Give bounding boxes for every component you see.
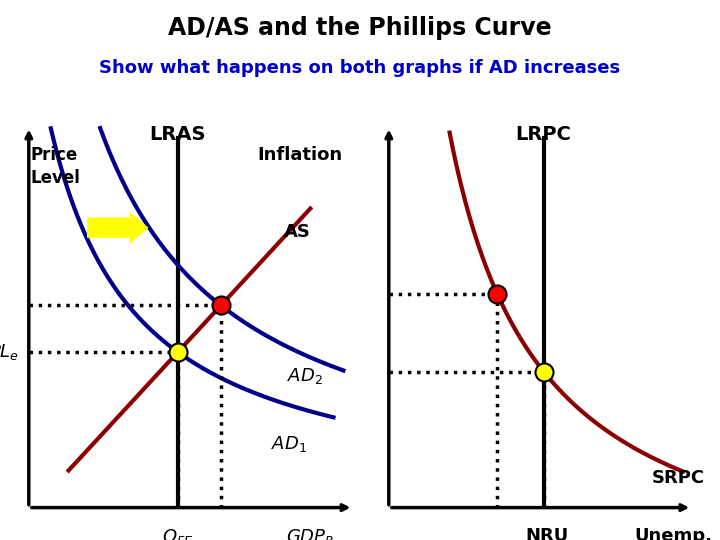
Text: $AD_1$: $AD_1$	[271, 434, 307, 454]
Text: $AD_2$: $AD_2$	[287, 366, 323, 386]
Text: SRPC: SRPC	[652, 469, 705, 487]
Text: AS: AS	[284, 222, 311, 240]
Text: LRPC: LRPC	[516, 125, 572, 144]
Text: Inflation: Inflation	[258, 146, 343, 164]
Text: $Q_{FE}$: $Q_{FE}$	[162, 527, 194, 540]
Text: Unemp.: Unemp.	[634, 527, 713, 540]
Text: Price: Price	[30, 146, 78, 164]
Text: $PL_e$: $PL_e$	[0, 342, 19, 362]
Text: Show what happens on both graphs if AD increases: Show what happens on both graphs if AD i…	[99, 59, 621, 77]
Text: LRAS: LRAS	[150, 125, 206, 144]
FancyArrow shape	[89, 215, 146, 240]
Text: Level: Level	[30, 170, 81, 187]
Text: NRU: NRU	[525, 527, 568, 540]
Text: $GDP_R$: $GDP_R$	[286, 527, 335, 540]
Text: AD/AS and the Phillips Curve: AD/AS and the Phillips Curve	[168, 16, 552, 40]
